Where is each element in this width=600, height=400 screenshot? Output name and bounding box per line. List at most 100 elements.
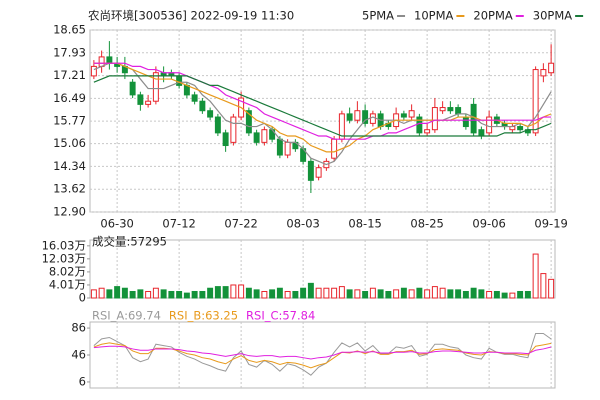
candle-body: [462, 116, 469, 128]
volume-bar: [160, 289, 167, 299]
candle-body: [230, 116, 237, 143]
candle-body: [222, 132, 229, 147]
y-tick-label: 17.93: [53, 45, 86, 59]
volume-bar: [393, 289, 400, 299]
y-tick-label: 46: [71, 348, 86, 362]
candle-body: [284, 141, 291, 156]
candle-body: [98, 56, 105, 67]
volume-bar: [424, 289, 431, 299]
candle-body: [253, 132, 260, 143]
volume-bar: [540, 273, 547, 299]
ma-line: [93, 62, 552, 166]
volume-bar: [230, 284, 237, 299]
legend-label: 30PMA: [533, 9, 572, 23]
volume-bar: [385, 290, 392, 299]
ma-line: [93, 62, 552, 140]
volume-bar: [548, 278, 555, 299]
x-tick-label: 07-12: [162, 217, 195, 231]
candle-body: [478, 129, 485, 137]
volume-bar: [362, 290, 369, 299]
candle-body: [276, 138, 283, 156]
volume-bar: [121, 287, 128, 299]
volume-bar: [269, 289, 276, 299]
candle-body: [447, 107, 454, 112]
y-tick-label: 16.49: [53, 91, 86, 105]
legend-label: 20PMA: [473, 9, 512, 23]
volume-bar: [214, 286, 221, 299]
ma-line: [93, 62, 552, 153]
volume-bar: [524, 290, 531, 299]
candle-body: [331, 138, 338, 159]
volume-bar: [346, 289, 353, 299]
legend-label: RSI_A:69.74: [92, 309, 161, 323]
candle-body: [455, 107, 462, 115]
candle-body: [486, 116, 493, 134]
volume-bar: [532, 253, 539, 299]
legend-label: RSI_B:63.25: [169, 309, 238, 323]
x-tick-label: 08-25: [410, 217, 443, 231]
volume-bar: [300, 287, 307, 299]
candle-body: [424, 129, 431, 134]
volume-bar: [478, 289, 485, 299]
candle-body: [261, 129, 268, 143]
volume-bar: [292, 290, 299, 299]
volume-bar: [276, 287, 283, 299]
x-tick-label: 06-30: [100, 217, 133, 231]
volume-bar: [106, 289, 113, 299]
volume-bar: [191, 290, 198, 299]
volume-bar: [439, 287, 446, 299]
y-tick-label: 14.34: [53, 159, 86, 173]
volume-bar: [323, 287, 330, 299]
candle-body: [416, 116, 423, 134]
ma-line: [93, 75, 552, 137]
y-tick-label: 16.03万: [42, 238, 86, 252]
x-tick-label: 09-06: [472, 217, 505, 231]
candle-body: [532, 69, 539, 134]
y-tick-label: 4.01万: [49, 277, 86, 291]
rsi-line: [93, 345, 552, 360]
volume-bar: [431, 286, 438, 299]
candle-body: [400, 113, 407, 118]
x-tick-label: 08-03: [286, 217, 319, 231]
candle-body: [369, 113, 376, 124]
y-tick-label: 0: [79, 291, 86, 305]
rsi-line: [93, 332, 552, 376]
candle-body: [90, 65, 97, 77]
volume-bar: [222, 286, 229, 299]
y-tick-label: 6: [79, 374, 86, 388]
candle-body: [245, 110, 252, 134]
volume-bar: [152, 287, 159, 299]
panel-title: 成交量:57295: [92, 235, 167, 249]
candle-body: [152, 72, 159, 102]
volume-bar: [462, 290, 469, 299]
candle-body: [439, 107, 446, 112]
volume-bar: [455, 289, 462, 299]
chart-title: 农尚环境[300536] 2022-09-19 11:30: [88, 9, 294, 23]
candle-body: [191, 94, 198, 102]
volume-bar: [354, 289, 361, 299]
volume-bar: [238, 284, 245, 299]
volume-bar: [176, 290, 183, 299]
y-tick-label: 86: [71, 321, 86, 335]
volume-bar: [377, 289, 384, 299]
volume-bar: [470, 287, 477, 299]
y-tick-label: 15.06: [53, 136, 86, 150]
volume-bar: [137, 289, 144, 299]
panel-frame: [89, 321, 556, 389]
volume-bar: [493, 290, 500, 299]
panel-frame: [89, 239, 556, 299]
volume-bar: [207, 287, 214, 299]
x-tick-label: 09-19: [534, 217, 567, 231]
volume-bar: [501, 292, 508, 299]
rsi-line: [93, 342, 552, 369]
candle-body: [145, 100, 152, 105]
candle-body: [183, 84, 190, 96]
candle-body: [354, 110, 361, 121]
candle-body: [176, 75, 183, 86]
candle-body: [517, 126, 524, 131]
volume-bar: [338, 286, 345, 299]
volume-bar: [509, 292, 516, 299]
y-tick-label: 12.03万: [42, 251, 86, 265]
volume-bar: [145, 290, 152, 299]
